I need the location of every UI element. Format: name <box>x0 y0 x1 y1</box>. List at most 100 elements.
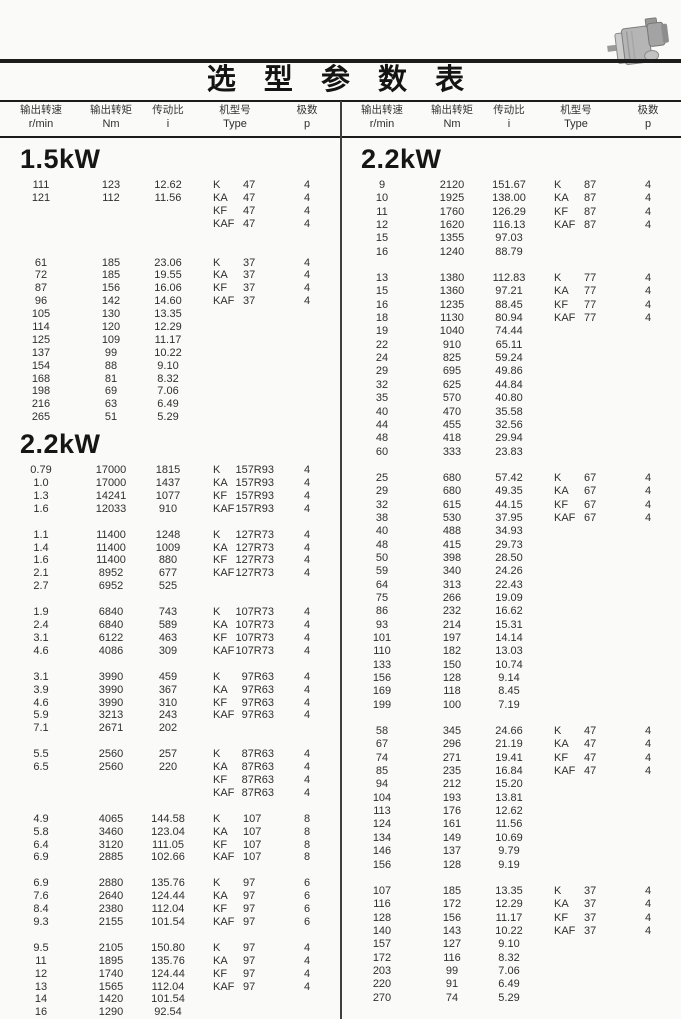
row-group: 4.9 4065 144.58 K 107 8 5.8 3460 123.04 KA 107 8 6.4… <box>0 813 340 865</box>
type-model: 67 <box>584 511 597 524</box>
table-row: 1.0 17000 1437 KA 157R93 4 <box>0 477 340 490</box>
torque-cell: 11400 <box>96 528 126 541</box>
speed-cell: 6.4 <box>33 838 49 851</box>
type-cell <box>537 632 615 645</box>
ratio-cell: 88.79 <box>495 245 523 258</box>
type-cell: K 97 <box>196 942 274 955</box>
gearmotor-photo <box>607 17 669 65</box>
speed-cell: 156 <box>372 672 392 685</box>
table-row: 96 142 14.60 KAF 37 4 <box>0 295 340 308</box>
torque-cell: 88 <box>104 359 118 372</box>
table-row: 6.4 3120 111.05 KF 107 8 <box>0 839 340 852</box>
poles-cell <box>615 859 681 872</box>
ratio-cell: 11.17 <box>154 333 182 346</box>
poles-cell <box>274 398 340 411</box>
speed-cell: 67 <box>375 738 389 751</box>
type-cell <box>196 308 274 321</box>
row-group: 6.9 2880 135.76 K 97 6 7.6 2640 124.44 KA 97 6 8.4 23… <box>0 877 340 929</box>
ratio-cell: 124.44 <box>151 967 185 980</box>
table-row: 220 91 6.49 <box>341 978 681 991</box>
type-prefix <box>213 321 243 334</box>
torque-cell: 415 <box>442 538 462 551</box>
type-cell <box>196 722 274 735</box>
speed-cell: 116 <box>373 898 391 911</box>
ratio-cell: 14.14 <box>495 632 523 644</box>
torque-cell: 74 <box>445 991 459 1004</box>
speed-cell: 157 <box>372 938 392 951</box>
type-prefix: KF <box>213 631 228 644</box>
torque-cell: 17000 <box>95 464 127 477</box>
type-model: 107 <box>243 812 262 825</box>
table-row: 124 161 11.56 <box>341 818 681 831</box>
speed-cell: 4.6 <box>33 644 49 657</box>
torque-cell: 615 <box>442 498 462 511</box>
ratio-cell: 16.84 <box>495 765 523 778</box>
speed-cell: 111 <box>32 179 50 191</box>
type-model: 107R73 <box>235 631 274 644</box>
table-row: 11 1760 126.29 KF 87 4 <box>341 206 681 219</box>
speed-cell: 0.79 <box>30 464 52 477</box>
table-row: 199 100 7.19 <box>341 699 681 712</box>
type-prefix: KAF <box>554 924 576 937</box>
type-cell <box>537 565 615 578</box>
table-row: 24 825 59.24 <box>341 352 681 365</box>
type-cell <box>537 619 615 632</box>
row-group: 5.5 2560 257 K 87R63 4 6.5 2560 220 KA 87R63 4 KF 87R… <box>0 748 340 800</box>
type-cell: KAF 47 <box>196 218 274 231</box>
torque-cell: 156 <box>442 911 462 924</box>
poles-cell: 4 <box>303 567 311 580</box>
type-prefix <box>554 685 584 698</box>
type-cell: KA 37 <box>196 269 274 282</box>
table-row: 3.9 3990 367 KA 97R63 4 <box>0 684 340 697</box>
type-cell: K 67 <box>537 472 615 485</box>
speed-cell: 16 <box>34 1006 48 1019</box>
ratio-cell: 135.76 <box>151 877 185 890</box>
ratio-cell: 15.31 <box>495 618 523 631</box>
poles-cell: 4 <box>303 217 311 230</box>
speed-cell: 7.1 <box>33 722 49 735</box>
type-prefix: KAF <box>554 312 576 325</box>
row-group: 9 2120 151.67 K 87 4 10 1925 138.00 KA 87 4 11 1760 12… <box>341 179 681 259</box>
table-row: 59 340 24.26 <box>341 565 681 578</box>
table-header: 输出转速 r/min 输出转矩 Nm 传动比 i 机型号 Type 极数 p 输出转速 r/… <box>0 103 681 135</box>
type-cell <box>196 373 274 386</box>
torque-cell: 2640 <box>98 890 124 903</box>
type-prefix <box>554 246 584 259</box>
speed-cell: 58 <box>375 725 389 738</box>
ratio-cell: 8.45 <box>498 685 520 698</box>
row-group: 13 1380 112.83 K 77 4 15 1360 97.21 KA 77 4 16 1235 88… <box>341 272 681 459</box>
type-cell <box>537 246 615 259</box>
ratio-cell: 144.58 <box>151 812 185 825</box>
table-row: 87 156 16.06 KF 37 4 <box>0 282 340 295</box>
ratio-cell: 1009 <box>155 541 181 554</box>
torque-cell: 3990 <box>98 696 124 709</box>
ratio-cell: 9.10 <box>498 938 520 951</box>
poles-cell: 4 <box>303 191 311 204</box>
type-prefix <box>554 619 584 632</box>
speed-cell: 96 <box>34 295 48 308</box>
torque-cell: 313 <box>442 578 462 591</box>
table-header-left: 输出转速 r/min 输出转矩 Nm 传动比 i 机型号 Type 极数 p <box>0 103 340 131</box>
type-cell <box>196 580 274 593</box>
type-prefix <box>554 952 584 965</box>
type-prefix <box>554 392 584 405</box>
ratio-cell: 367 <box>158 683 178 696</box>
torque-cell: 1620 <box>439 219 465 232</box>
poles-cell <box>274 411 340 424</box>
type-prefix <box>554 446 584 459</box>
speed-cell: 1.6 <box>33 502 49 515</box>
speed-cell: 16 <box>375 245 389 258</box>
table-row: KAF 47 4 <box>0 218 340 231</box>
ratio-cell: 14.60 <box>154 295 182 308</box>
poles-cell <box>615 992 681 1005</box>
type-cell: K 87 <box>537 179 615 192</box>
col-header-type: 机型号 Type <box>560 104 592 130</box>
poles-cell <box>615 339 681 352</box>
ratio-cell: 22.43 <box>495 578 523 591</box>
type-prefix <box>554 938 584 951</box>
table-row: 19 1040 74.44 <box>341 325 681 338</box>
type-model: 157R93 <box>235 502 274 515</box>
poles-cell <box>615 645 681 658</box>
torque-cell: 1290 <box>98 1006 124 1019</box>
table-row: 85 235 16.84 KAF 47 4 <box>341 765 681 778</box>
